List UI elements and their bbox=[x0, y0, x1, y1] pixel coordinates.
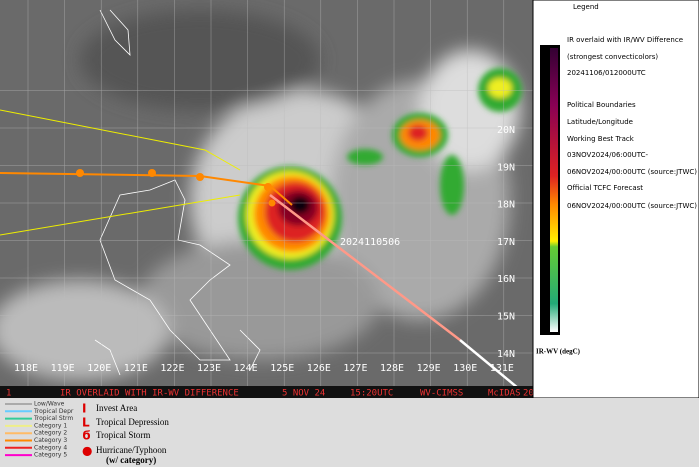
legend-item: 06NOV2024/00:00UTC (source:JTWC) bbox=[567, 168, 697, 176]
colorbar bbox=[550, 48, 558, 332]
legend-item: Working Best Track bbox=[567, 135, 635, 143]
legend-line-label: Tropical Depr bbox=[33, 408, 74, 415]
lat-label: 16N bbox=[497, 274, 515, 285]
lon-label: 119E bbox=[51, 363, 75, 374]
lat-label: 17N bbox=[497, 237, 515, 248]
lat-label: 19N bbox=[497, 162, 515, 173]
lon-label: 129E bbox=[417, 363, 441, 374]
legend-symbol: ● bbox=[82, 444, 92, 458]
legend-item: 20241106/012000UTC bbox=[567, 69, 646, 77]
lon-label: 131E bbox=[490, 363, 514, 374]
lon-label: 122E bbox=[160, 363, 184, 374]
footer-text: 5 NOV 24 bbox=[282, 389, 325, 399]
coastlines bbox=[94, 9, 261, 376]
legend-line-label: Category 1 bbox=[34, 422, 67, 429]
colorbar-tick: -4 bbox=[542, 68, 550, 76]
lon-label: 118E bbox=[14, 363, 38, 374]
footer-text: 1 bbox=[6, 389, 11, 399]
lon-label: 130E bbox=[453, 363, 477, 374]
legend-item: Latitude/Longitude bbox=[567, 118, 633, 126]
legend-item: Political Boundaries bbox=[567, 101, 636, 109]
colorbar-tick: -1 bbox=[542, 289, 549, 297]
legend-title: Legend bbox=[573, 3, 599, 11]
lat-label: 18N bbox=[497, 200, 515, 211]
legend-symbol-label: Hurricane/Typhoon bbox=[96, 445, 167, 455]
footer-text: 20 bbox=[523, 389, 534, 399]
legend-note: (w/ category) bbox=[106, 455, 156, 465]
lon-label: 128E bbox=[380, 363, 404, 374]
footer-text: 15:20UTC bbox=[350, 389, 393, 399]
footer-text: McIDAS bbox=[488, 389, 521, 399]
legend-line-label: Low/Wave bbox=[34, 401, 65, 408]
lon-label: 126E bbox=[307, 363, 331, 374]
footer-text: IR OVERLAID WITH IR-WV DIFFERENCE bbox=[60, 389, 239, 399]
lon-label: 127E bbox=[343, 363, 367, 374]
storm-label: 2024110506 bbox=[340, 237, 400, 248]
track bbox=[0, 109, 531, 399]
legend-line-label: Category 5 bbox=[34, 452, 67, 459]
legend-symbol: ϭ bbox=[82, 429, 91, 443]
convection bbox=[238, 68, 522, 270]
legend-symbol: I bbox=[82, 402, 86, 416]
legend-item: Official TCFC Forecast bbox=[567, 184, 643, 192]
lat-label: 15N bbox=[497, 312, 515, 323]
lon-label: 124E bbox=[234, 363, 258, 374]
legend-symbol-label: Tropical Depression bbox=[96, 417, 169, 427]
lon-label: 121E bbox=[124, 363, 148, 374]
legend-line-label: Category 3 bbox=[34, 437, 67, 444]
legend-item: 06NOV2024/00:00UTC (source:JTWC) bbox=[567, 202, 697, 210]
lon-label: 120E bbox=[87, 363, 111, 374]
lat-label: 14N bbox=[497, 349, 515, 360]
legend-symbol-label: Tropical Storm bbox=[96, 430, 150, 440]
footer-bar bbox=[0, 386, 533, 398]
legend-panel bbox=[532, 0, 699, 399]
colorbar-tick: 0 bbox=[542, 324, 546, 332]
legend-item: (strongest convecticolors) bbox=[567, 53, 658, 61]
lon-label: 125E bbox=[270, 363, 294, 374]
legend-line-label: Category 2 bbox=[34, 430, 67, 437]
colorbar-tick: -2 bbox=[542, 236, 549, 244]
legend-item: IR overlaid with IR/WV Difference bbox=[567, 36, 683, 44]
bottom-legend bbox=[0, 398, 699, 467]
legend-item: 03NOV2024/06:00UTC- bbox=[567, 151, 649, 159]
colorbar-label: IR-WV (degC) bbox=[536, 348, 581, 356]
legend-line-label: Tropical Strm bbox=[33, 415, 73, 422]
lat-label: 20N bbox=[497, 125, 515, 136]
colorbar-tick: -3 bbox=[542, 161, 549, 169]
legend-line-label: Category 4 bbox=[34, 444, 67, 451]
footer-text: WV-CIMSS bbox=[420, 389, 463, 399]
legend-symbol-label: Invest Area bbox=[96, 403, 137, 413]
lon-label: 123E bbox=[197, 363, 221, 374]
legend-symbol: L bbox=[82, 416, 90, 430]
